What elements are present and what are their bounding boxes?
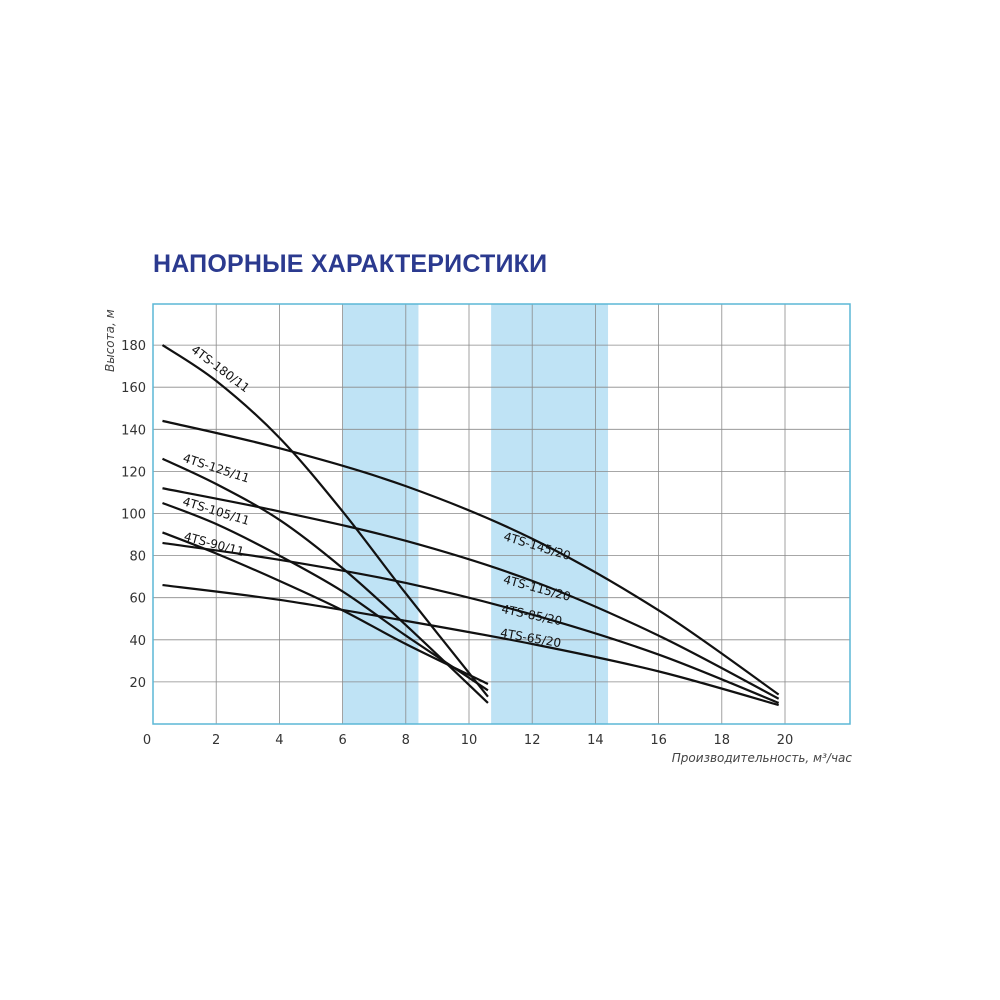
highlight-band-2 xyxy=(491,304,609,724)
x-tick-label: 18 xyxy=(714,733,731,748)
y-tick-label: 140 xyxy=(121,423,146,438)
x-tick-label: 8 xyxy=(402,733,410,748)
y-tick-label: 180 xyxy=(121,339,146,354)
x-tick-label: 20 xyxy=(777,733,794,748)
y-tick-label: 100 xyxy=(121,508,146,523)
series-line-4ts-65-20 xyxy=(162,583,779,707)
x-tick-label: 6 xyxy=(338,733,346,748)
y-tick-labels: 20 40 60 80 100 120 140 160 180 xyxy=(121,339,146,691)
y-tick-label: 160 xyxy=(121,381,146,396)
plot-frame xyxy=(152,303,851,725)
curves xyxy=(161,344,780,707)
x-tick-label: 16 xyxy=(650,733,667,748)
series-line-4ts-180-11 xyxy=(161,344,489,698)
y-axis-label: Высота, м xyxy=(103,309,117,372)
series-line-4ts-105-11 xyxy=(162,501,489,692)
series-line-4ts-115-20 xyxy=(162,487,780,700)
x-tick-label: 10 xyxy=(461,733,478,748)
x-tick-label: 2 xyxy=(212,733,220,748)
x-tick-label: 14 xyxy=(587,733,604,748)
highlight-band-1 xyxy=(342,304,419,724)
series-line-4ts-90-11 xyxy=(162,531,489,685)
series-line-4ts-85-20 xyxy=(162,541,780,704)
y-tick-label: 120 xyxy=(121,465,146,480)
y-tick-label: 20 xyxy=(129,676,146,691)
y-tick-label: 40 xyxy=(129,634,146,649)
x-tick-label: 12 xyxy=(524,733,541,748)
x-tick-label: 4 xyxy=(275,733,283,748)
x-tick-label: 0 xyxy=(143,733,151,748)
x-tick-labels: 0 2 4 6 8 10 12 14 16 18 20 xyxy=(143,733,793,748)
grid-lines xyxy=(153,304,850,724)
series-line-4ts-145-20 xyxy=(162,419,780,696)
y-tick-label: 60 xyxy=(129,592,146,607)
series-line-4ts-125-11 xyxy=(162,457,489,704)
y-tick-label: 80 xyxy=(129,550,146,565)
x-axis-label: Производительность, м³/час xyxy=(672,751,853,765)
chart-title: НАПОРНЫЕ ХАРАКТЕРИСТИКИ xyxy=(153,250,548,278)
